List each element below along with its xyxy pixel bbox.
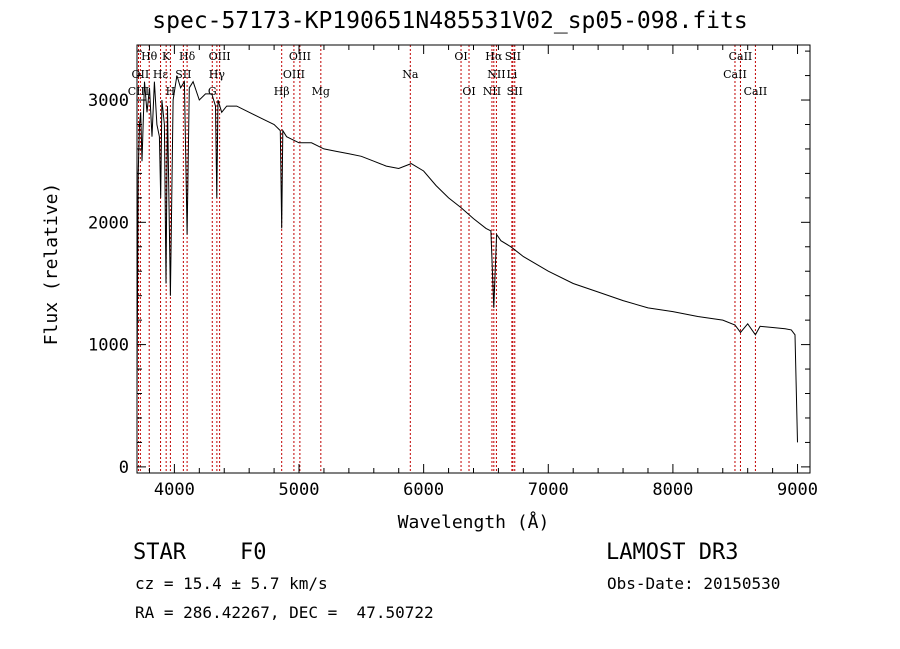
spectrum-line [136, 75, 798, 443]
object-class: STAR [133, 540, 186, 565]
spectrum-chart: 4000 5000 6000 7000 8000 9000 0 1000 2000 3000 Wav… [41, 44, 818, 533]
line-label: OIII [209, 50, 231, 63]
plot-frame [136, 44, 811, 474]
line-label: OIII [289, 50, 311, 63]
line-label: OIII [283, 68, 305, 81]
line-label: Hθ [141, 50, 158, 63]
x-tick-label: 8000 [652, 480, 693, 500]
x-tick-label: 7000 [528, 480, 569, 500]
y-tick-label: 3000 [88, 91, 129, 111]
line-label: NII [487, 68, 505, 81]
y-tick-label: 1000 [88, 336, 129, 356]
line-label: Na [402, 68, 419, 81]
obs-date-text: Obs-Date: 20150530 [607, 574, 781, 593]
line-label: OII [132, 68, 150, 81]
survey-label: LAMOST DR3 [606, 540, 739, 565]
line-label: SII [175, 68, 191, 81]
line-label: Li [506, 68, 517, 81]
line-label: K [162, 50, 171, 63]
line-label: CIII [128, 85, 149, 98]
line-label: OI [462, 85, 475, 98]
line-label: SII [505, 50, 521, 63]
line-label: OI [454, 50, 467, 63]
x-tick-label: 5000 [279, 480, 320, 500]
line-label: Mg [312, 85, 330, 98]
y-axis-label: Flux (relative) [41, 183, 62, 346]
line-label: SII [507, 85, 523, 98]
line-label: Hδ [179, 50, 196, 63]
x-tick-label: 9000 [777, 480, 818, 500]
line-label: Hα [485, 50, 503, 63]
x-axis-label: Wavelength (Å) [398, 511, 550, 533]
x-tick-label: 4000 [154, 480, 195, 500]
line-label: NII [483, 85, 501, 98]
line-label: Hγ [209, 68, 226, 81]
line-label: CaII [744, 85, 768, 98]
line-label: CaII [723, 68, 747, 81]
line-label: Hε [153, 68, 169, 81]
x-tick-label: 6000 [403, 480, 444, 500]
line-label: H [166, 85, 176, 98]
chart-title: spec-57173-KP190651N485531V02_sp05-098.f… [152, 8, 748, 34]
line-label: Hβ [274, 85, 290, 98]
line-label: G [208, 85, 217, 98]
coordinates-text: RA = 286.42267, DEC = 47.50722 [135, 603, 434, 622]
y-tick-label: 0 [119, 458, 129, 478]
y-tick-label: 2000 [88, 213, 129, 233]
line-label: CaII [729, 50, 753, 63]
redshift-text: cz = 15.4 ± 5.7 km/s [135, 574, 328, 593]
object-subclass: F0 [240, 540, 267, 565]
